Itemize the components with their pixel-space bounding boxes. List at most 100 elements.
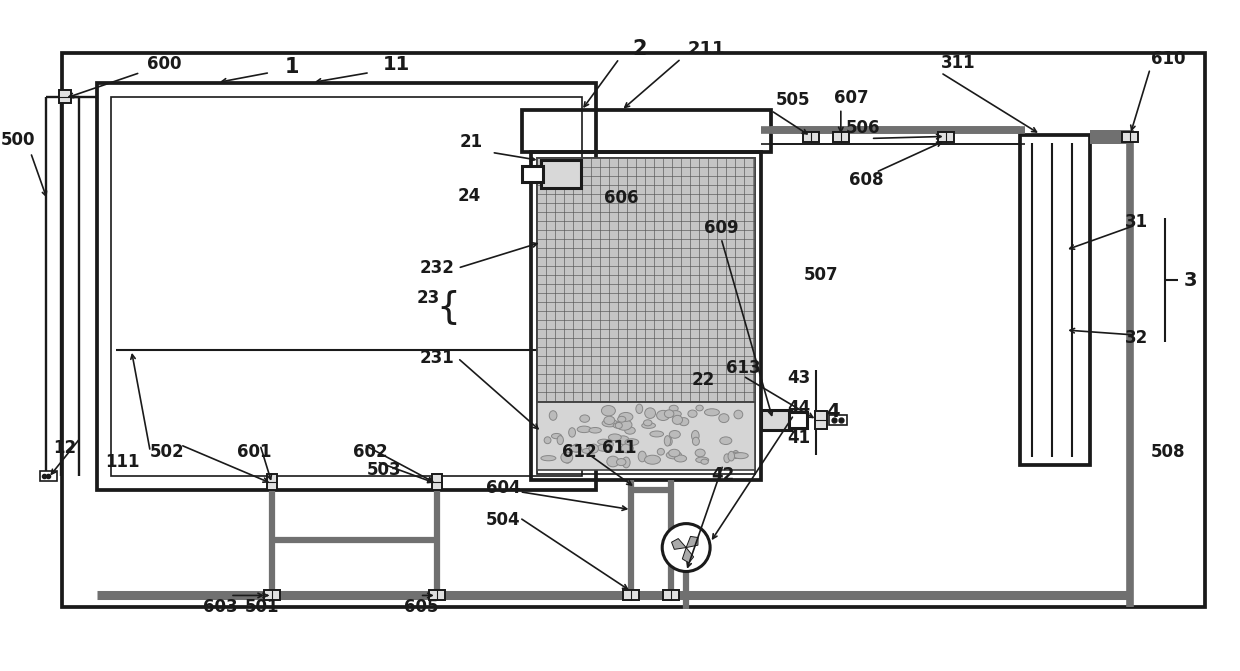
Ellipse shape	[644, 420, 652, 426]
Text: 610: 610	[1151, 50, 1185, 68]
Bar	[537, 158, 755, 402]
Text: 604: 604	[486, 478, 521, 497]
Ellipse shape	[622, 457, 630, 468]
Text: 2: 2	[632, 39, 646, 58]
Text: 507: 507	[804, 266, 838, 284]
Ellipse shape	[728, 452, 734, 461]
Ellipse shape	[701, 459, 708, 464]
Ellipse shape	[580, 415, 589, 422]
Text: 42: 42	[712, 466, 735, 484]
Ellipse shape	[696, 457, 709, 463]
Text: 231: 231	[420, 349, 455, 367]
Text: 21: 21	[460, 134, 484, 152]
Ellipse shape	[616, 458, 626, 466]
Bar	[537, 402, 755, 470]
Bar	[833, 132, 849, 142]
Text: 211: 211	[687, 40, 725, 58]
Text: 4: 4	[826, 403, 839, 421]
Bar	[937, 132, 954, 142]
Ellipse shape	[675, 455, 687, 462]
Ellipse shape	[572, 444, 580, 452]
Ellipse shape	[645, 408, 656, 419]
Text: 609: 609	[704, 219, 738, 238]
Ellipse shape	[665, 435, 671, 446]
Text: 3: 3	[1183, 270, 1197, 290]
Text: 600: 600	[148, 54, 181, 72]
Text: 613: 613	[725, 359, 760, 377]
Ellipse shape	[724, 454, 730, 463]
Text: 12: 12	[53, 439, 76, 457]
Ellipse shape	[696, 449, 706, 457]
Text: {: {	[436, 290, 460, 326]
Text: 501: 501	[244, 599, 279, 617]
Ellipse shape	[582, 448, 595, 454]
Ellipse shape	[601, 405, 615, 416]
Ellipse shape	[730, 452, 743, 457]
Ellipse shape	[557, 435, 563, 445]
Ellipse shape	[589, 444, 599, 453]
Text: 32: 32	[1125, 329, 1148, 347]
Text: 612: 612	[562, 443, 596, 461]
Text: 311: 311	[941, 54, 976, 72]
Bar	[112, 97, 583, 476]
Ellipse shape	[560, 452, 573, 463]
Polygon shape	[672, 539, 686, 550]
Ellipse shape	[541, 456, 556, 461]
Ellipse shape	[589, 427, 601, 433]
Bar	[789, 412, 807, 428]
Text: 1: 1	[285, 56, 299, 76]
Bar	[62, 52, 1205, 607]
Bar	[663, 590, 680, 601]
Ellipse shape	[614, 423, 621, 428]
Ellipse shape	[666, 437, 672, 446]
Ellipse shape	[733, 450, 739, 458]
Ellipse shape	[609, 434, 621, 441]
Ellipse shape	[672, 415, 682, 424]
Text: 24: 24	[458, 187, 481, 205]
Bar	[267, 474, 277, 490]
Bar	[1090, 130, 1130, 144]
Bar	[537, 158, 755, 474]
Ellipse shape	[650, 431, 663, 437]
Ellipse shape	[719, 414, 729, 423]
Ellipse shape	[642, 423, 656, 428]
Ellipse shape	[668, 450, 680, 457]
Text: 611: 611	[603, 439, 636, 457]
Bar	[804, 132, 818, 142]
Bar	[815, 411, 827, 429]
Ellipse shape	[598, 444, 610, 452]
Text: 23: 23	[417, 289, 440, 307]
Ellipse shape	[734, 410, 743, 419]
Text: 500: 500	[0, 132, 35, 150]
Ellipse shape	[704, 409, 719, 416]
Text: 608: 608	[848, 171, 883, 189]
Text: 506: 506	[846, 119, 880, 138]
Ellipse shape	[564, 454, 572, 463]
Bar	[532, 152, 761, 480]
Text: 605: 605	[404, 599, 439, 617]
Ellipse shape	[692, 437, 699, 446]
Ellipse shape	[616, 419, 632, 430]
Text: 41: 41	[787, 429, 811, 447]
Text: 22: 22	[692, 371, 714, 389]
Text: 502: 502	[150, 443, 185, 461]
Ellipse shape	[678, 417, 688, 425]
Circle shape	[662, 523, 711, 572]
Ellipse shape	[549, 411, 557, 420]
Ellipse shape	[665, 410, 673, 417]
Ellipse shape	[544, 437, 551, 444]
Ellipse shape	[625, 439, 639, 446]
Text: 111: 111	[105, 453, 140, 471]
Text: 11: 11	[383, 55, 410, 74]
Text: 603: 603	[203, 599, 237, 617]
Ellipse shape	[719, 437, 732, 444]
Ellipse shape	[619, 413, 632, 421]
Text: 508: 508	[1151, 443, 1185, 461]
Text: 232: 232	[420, 259, 455, 277]
Ellipse shape	[598, 439, 610, 445]
Bar	[761, 410, 791, 430]
Text: 31: 31	[1125, 213, 1148, 231]
Ellipse shape	[615, 423, 622, 429]
Polygon shape	[682, 548, 693, 563]
Text: 505: 505	[776, 91, 810, 109]
